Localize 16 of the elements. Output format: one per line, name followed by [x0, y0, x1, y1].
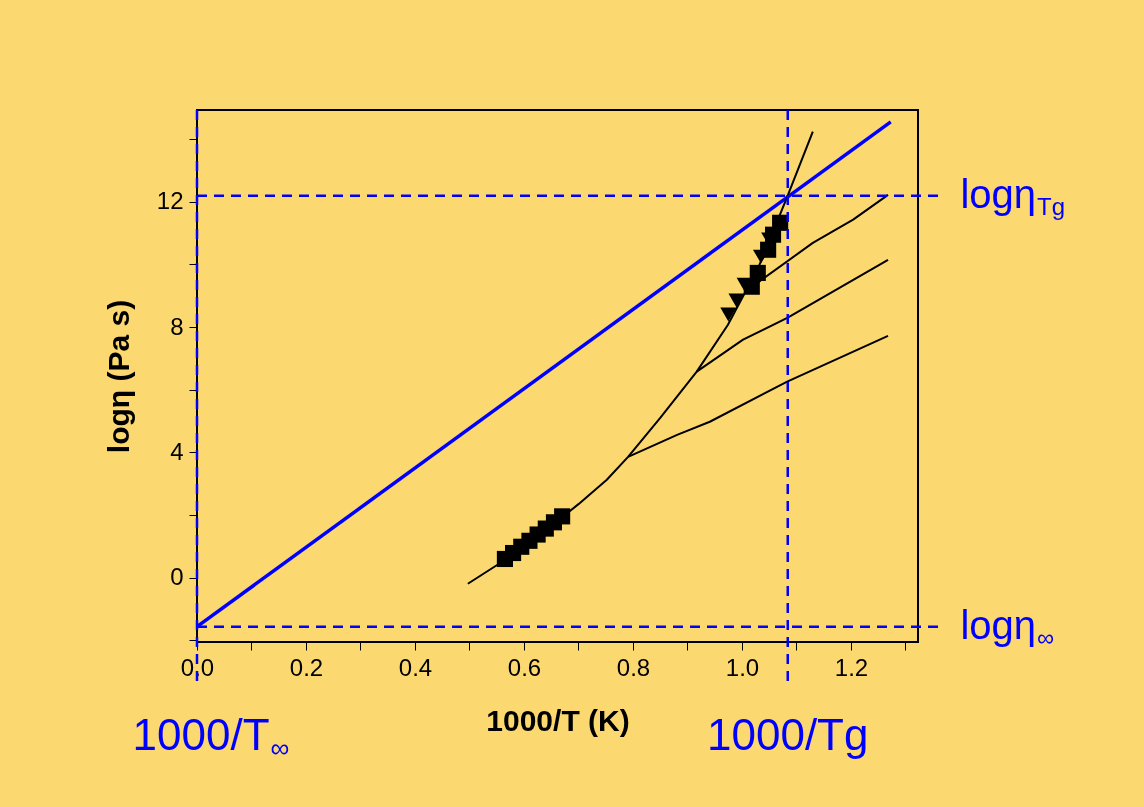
x-axis-title: 1000/T (K) — [486, 703, 630, 737]
ref-line-label: 1000/T∞ — [132, 710, 290, 763]
x-tick-label: 0.4 — [398, 653, 433, 681]
ref-line-label: logη∞ — [960, 602, 1055, 651]
x-tick-label: 0.2 — [289, 653, 324, 681]
y-axis-title: logη (Pa s) — [101, 299, 135, 454]
x-tick-label: 1.0 — [725, 653, 760, 681]
x-tick-label: 0.6 — [507, 653, 542, 681]
y-tick-label: 4 — [170, 437, 184, 465]
y-tick-label: 8 — [170, 312, 184, 340]
ref-line-label: 1000/Tg — [707, 710, 869, 759]
y-tick-label: 12 — [156, 187, 184, 215]
y-tick-label: 0 — [170, 563, 184, 591]
x-tick-label: 0.8 — [616, 653, 651, 681]
x-tick-label: 1.2 — [834, 653, 869, 681]
x-tick-label: 0.0 — [180, 653, 215, 681]
